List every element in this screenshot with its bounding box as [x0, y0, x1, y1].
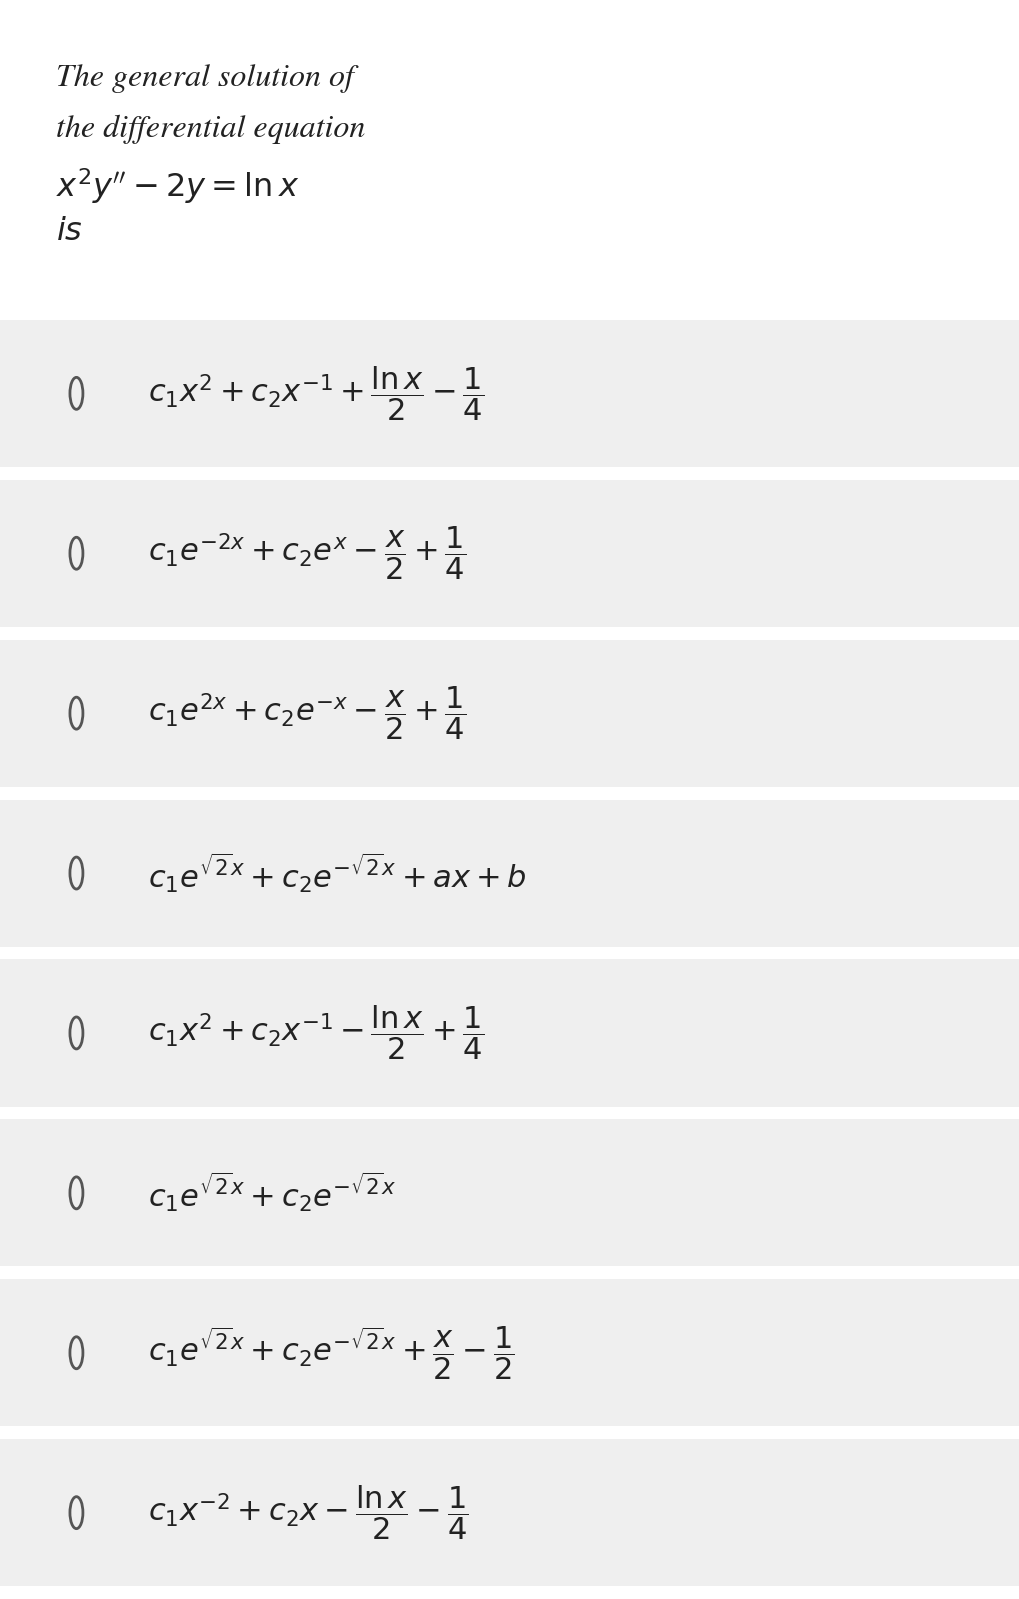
- FancyBboxPatch shape: [0, 1119, 1019, 1266]
- Text: $x^2y^{\prime\prime} - 2y = \ln x$: $x^2y^{\prime\prime} - 2y = \ln x$: [56, 166, 300, 206]
- Text: The general solution of: The general solution of: [56, 64, 354, 93]
- FancyBboxPatch shape: [0, 800, 1019, 947]
- Text: $c_1e^{\sqrt{2}x} + c_2e^{-\sqrt{2}x} + ax + b$: $c_1e^{\sqrt{2}x} + c_2e^{-\sqrt{2}x} + …: [148, 851, 527, 895]
- Text: $c_1x^2 + c_2x^{-1} + \dfrac{\ln x}{2} - \dfrac{1}{4}$: $c_1x^2 + c_2x^{-1} + \dfrac{\ln x}{2} -…: [148, 365, 484, 422]
- FancyBboxPatch shape: [0, 640, 1019, 787]
- Text: $c_1e^{\sqrt{2}x} + c_2e^{-\sqrt{2}x}$: $c_1e^{\sqrt{2}x} + c_2e^{-\sqrt{2}x}$: [148, 1170, 396, 1215]
- Text: $is$: $is$: [56, 217, 83, 246]
- Text: the differential equation: the differential equation: [56, 115, 366, 144]
- Text: $c_1e^{2x} + c_2e^{-x} - \dfrac{x}{2} + \dfrac{1}{4}$: $c_1e^{2x} + c_2e^{-x} - \dfrac{x}{2} + …: [148, 684, 466, 742]
- Text: $c_1x^2 + c_2x^{-1} - \dfrac{\ln x}{2} + \dfrac{1}{4}$: $c_1x^2 + c_2x^{-1} - \dfrac{\ln x}{2} +…: [148, 1004, 484, 1062]
- Text: $c_1x^{-2} + c_2x - \dfrac{\ln x}{2} - \dfrac{1}{4}$: $c_1x^{-2} + c_2x - \dfrac{\ln x}{2} - \…: [148, 1484, 469, 1541]
- FancyBboxPatch shape: [0, 480, 1019, 627]
- FancyBboxPatch shape: [0, 959, 1019, 1107]
- FancyBboxPatch shape: [0, 320, 1019, 467]
- FancyBboxPatch shape: [0, 1279, 1019, 1426]
- FancyBboxPatch shape: [0, 1439, 1019, 1586]
- Text: $c_1e^{-2x} + c_2e^{x} - \dfrac{x}{2} + \dfrac{1}{4}$: $c_1e^{-2x} + c_2e^{x} - \dfrac{x}{2} + …: [148, 524, 466, 582]
- Text: $c_1e^{\sqrt{2}x} + c_2e^{-\sqrt{2}x} + \dfrac{x}{2} - \dfrac{1}{2}$: $c_1e^{\sqrt{2}x} + c_2e^{-\sqrt{2}x} + …: [148, 1324, 515, 1382]
